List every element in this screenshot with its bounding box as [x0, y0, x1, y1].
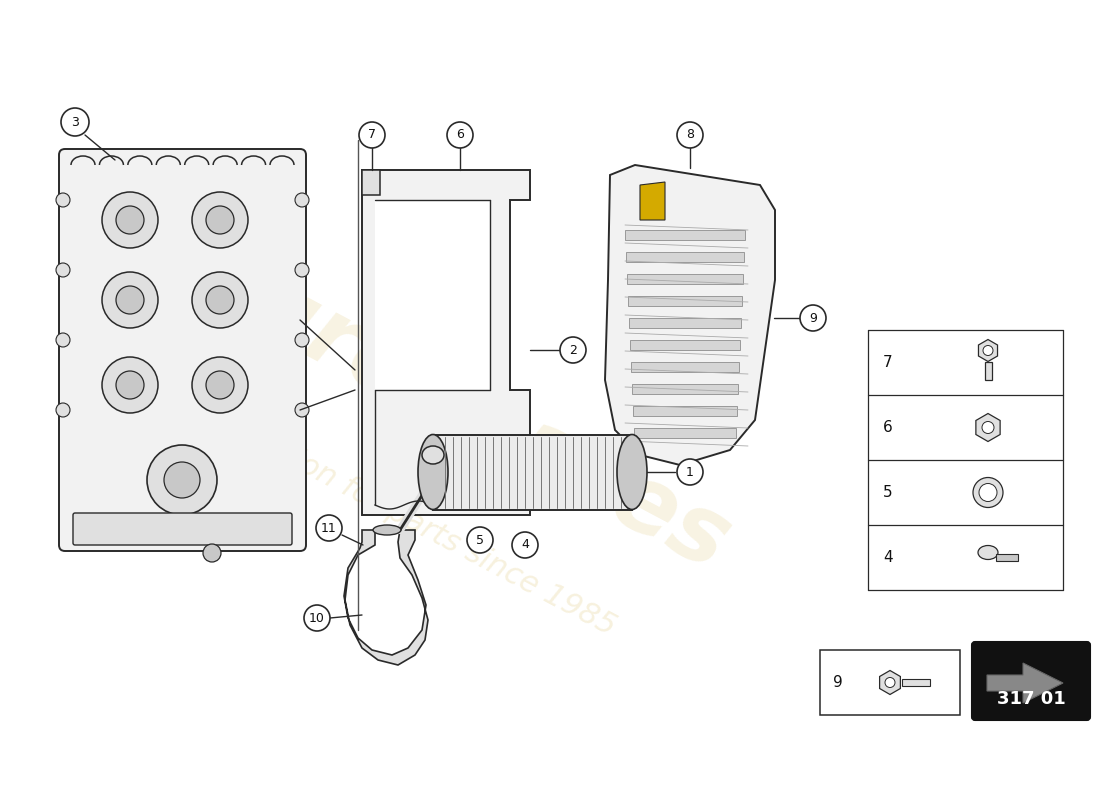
Bar — [820, 650, 960, 715]
Bar — [632, 406, 737, 416]
Circle shape — [304, 605, 330, 631]
Circle shape — [204, 544, 221, 562]
Bar — [634, 428, 736, 438]
Circle shape — [295, 333, 309, 347]
Text: 8: 8 — [686, 129, 694, 142]
Circle shape — [164, 462, 200, 498]
Text: 4: 4 — [521, 538, 529, 551]
Circle shape — [56, 193, 70, 207]
Bar — [627, 274, 743, 284]
Circle shape — [206, 286, 234, 314]
Circle shape — [974, 478, 1003, 507]
Bar — [984, 362, 991, 379]
Circle shape — [676, 459, 703, 485]
Ellipse shape — [422, 446, 444, 464]
Circle shape — [116, 206, 144, 234]
Text: 5: 5 — [883, 485, 893, 500]
Circle shape — [468, 527, 493, 553]
Circle shape — [982, 422, 994, 434]
Text: 317 01: 317 01 — [997, 690, 1066, 708]
Text: 2: 2 — [569, 343, 576, 357]
Polygon shape — [605, 165, 775, 465]
Circle shape — [676, 122, 703, 148]
Bar — [625, 230, 745, 240]
Text: eurospares: eurospares — [175, 229, 746, 591]
Circle shape — [295, 193, 309, 207]
Circle shape — [116, 371, 144, 399]
Circle shape — [800, 305, 826, 331]
Circle shape — [147, 445, 217, 515]
Text: 3: 3 — [72, 115, 79, 129]
Polygon shape — [344, 530, 428, 665]
Circle shape — [102, 357, 158, 413]
Polygon shape — [362, 170, 380, 195]
Bar — [996, 554, 1018, 561]
Text: 1: 1 — [686, 466, 694, 478]
Circle shape — [512, 532, 538, 558]
Polygon shape — [987, 663, 1063, 703]
Circle shape — [447, 122, 473, 148]
Text: 11: 11 — [321, 522, 337, 534]
Polygon shape — [640, 182, 666, 220]
Text: 9: 9 — [833, 675, 843, 690]
Ellipse shape — [418, 434, 448, 510]
Text: 9: 9 — [810, 311, 817, 325]
Circle shape — [295, 263, 309, 277]
Circle shape — [979, 483, 997, 502]
Circle shape — [192, 192, 248, 248]
Text: 6: 6 — [456, 129, 464, 142]
FancyBboxPatch shape — [73, 513, 292, 545]
Circle shape — [983, 346, 993, 355]
Circle shape — [295, 403, 309, 417]
Circle shape — [56, 263, 70, 277]
Ellipse shape — [617, 434, 647, 510]
Bar — [630, 340, 740, 350]
Circle shape — [206, 206, 234, 234]
Bar — [433, 435, 632, 510]
Text: 5: 5 — [476, 534, 484, 546]
Circle shape — [192, 357, 248, 413]
Text: a passion for parts since 1985: a passion for parts since 1985 — [200, 399, 620, 641]
Circle shape — [102, 272, 158, 328]
Bar — [629, 318, 741, 328]
Polygon shape — [375, 200, 490, 390]
Text: 4: 4 — [883, 550, 893, 565]
Bar — [626, 252, 744, 262]
Circle shape — [359, 122, 385, 148]
Text: 7: 7 — [883, 355, 893, 370]
Text: 7: 7 — [368, 129, 376, 142]
Bar — [628, 296, 742, 306]
Circle shape — [56, 403, 70, 417]
Circle shape — [886, 678, 895, 687]
Polygon shape — [362, 170, 530, 515]
Circle shape — [560, 337, 586, 363]
Bar — [902, 679, 930, 686]
Ellipse shape — [978, 546, 998, 559]
Text: 10: 10 — [309, 611, 324, 625]
Circle shape — [102, 192, 158, 248]
Text: 6: 6 — [883, 420, 893, 435]
Circle shape — [316, 515, 342, 541]
FancyBboxPatch shape — [972, 642, 1090, 720]
Bar — [631, 362, 739, 372]
Circle shape — [116, 286, 144, 314]
FancyBboxPatch shape — [59, 149, 306, 551]
Circle shape — [206, 371, 234, 399]
Circle shape — [56, 333, 70, 347]
Circle shape — [60, 108, 89, 136]
Circle shape — [192, 272, 248, 328]
Ellipse shape — [373, 525, 402, 535]
Bar — [632, 384, 738, 394]
